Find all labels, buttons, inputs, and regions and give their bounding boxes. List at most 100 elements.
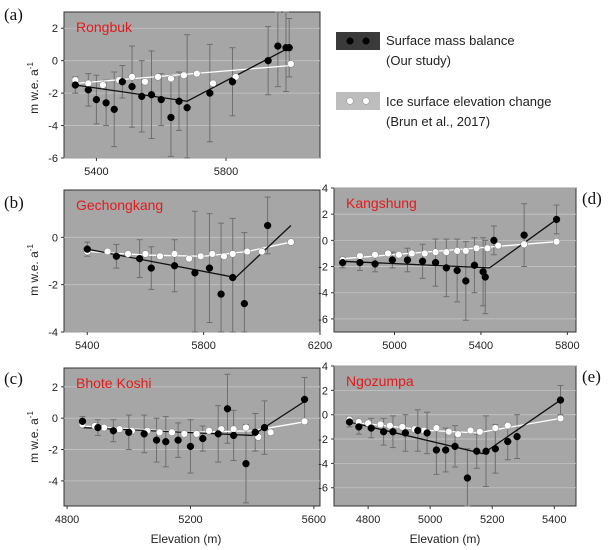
point-mass-balance <box>167 113 175 122</box>
x-tick-label: 5400 <box>542 514 566 526</box>
point-elevation-change <box>556 414 565 422</box>
legend-swatch-smb <box>336 32 380 50</box>
point-mass-balance <box>152 436 161 444</box>
panel-title-a: Rongbuk <box>76 19 133 35</box>
point-mass-balance <box>251 428 259 436</box>
point-mass-balance <box>470 261 479 269</box>
point-mass-balance <box>191 269 199 277</box>
x-axis-label-left: Elevation (m) <box>151 532 222 546</box>
point-elevation-change <box>552 238 561 246</box>
point-mass-balance <box>242 460 250 468</box>
point-mass-balance <box>102 99 110 107</box>
x-tick-label: 6200 <box>308 340 332 352</box>
point-mass-balance <box>345 418 354 426</box>
point-mass-balance <box>118 78 126 86</box>
point-mass-balance <box>264 57 272 65</box>
point-mass-balance <box>389 428 397 436</box>
legend-marker-elev <box>346 97 354 105</box>
x-tick-label: 5400 <box>469 340 493 352</box>
y-tick-label: -4 <box>318 458 328 470</box>
point-mass-balance <box>388 256 396 264</box>
point-elevation-change <box>154 73 162 81</box>
panel-title-b: Gechongkang <box>76 197 163 213</box>
point-mass-balance <box>183 104 191 112</box>
point-elevation-change <box>453 247 461 255</box>
point-mass-balance <box>451 442 459 450</box>
point-elevation-change <box>371 251 379 259</box>
point-elevation-change <box>180 430 188 438</box>
point-elevation-change <box>442 248 451 256</box>
point-elevation-change <box>155 428 164 436</box>
point-mass-balance <box>214 430 222 438</box>
point-elevation-change <box>398 423 406 431</box>
legend-sublabel-elev: (Brun et al., 2017) <box>386 114 490 129</box>
y-tick-label: -4 <box>48 476 58 488</box>
plot-area-b <box>63 189 321 333</box>
legend-label-elev: Ice surface elevation change <box>386 94 552 109</box>
y-tick-label: 2 <box>52 382 58 394</box>
point-mass-balance <box>206 89 214 97</box>
point-mass-balance <box>491 445 499 453</box>
point-elevation-change <box>229 250 237 258</box>
point-mass-balance <box>379 428 388 436</box>
panel-label-c: (c) <box>4 369 23 388</box>
point-mass-balance <box>513 432 521 441</box>
point-mass-balance <box>240 299 249 308</box>
y-tick-label: 0 <box>52 232 58 244</box>
point-elevation-change <box>168 428 176 436</box>
y-tick-label: -2 <box>48 445 58 457</box>
point-mass-balance <box>356 258 364 267</box>
point-mass-balance <box>147 91 156 99</box>
point-mass-balance <box>490 236 498 245</box>
point-elevation-change <box>242 423 250 432</box>
x-axis-label-right: Elevation (m) <box>410 532 481 546</box>
point-mass-balance <box>552 215 561 224</box>
point-elevation-change <box>491 424 499 432</box>
y-tick-label: -2 <box>318 434 328 446</box>
point-mass-balance <box>403 256 412 264</box>
panel-b: -4 -2 0 5400 5800 6200 Gechongkang <box>48 189 332 352</box>
point-mass-balance <box>170 262 179 270</box>
point-mass-balance <box>432 446 441 454</box>
x-tick-label: 5000 <box>418 514 442 526</box>
point-elevation-change <box>170 250 179 258</box>
legend-sublabel-smb: (Our study) <box>386 53 451 68</box>
point-mass-balance <box>442 446 450 454</box>
point-elevation-change <box>115 425 124 433</box>
y-tick-label: 2 <box>322 209 328 221</box>
point-elevation-change <box>454 430 462 438</box>
point-elevation-change <box>205 427 213 435</box>
point-elevation-change <box>258 247 266 256</box>
point-elevation-change <box>192 430 201 438</box>
y-tick-label: -6 <box>48 153 58 165</box>
point-mass-balance <box>423 429 431 437</box>
point-mass-balance <box>482 447 490 455</box>
point-mass-balance <box>481 273 489 281</box>
x-tick-label: 4800 <box>55 514 79 526</box>
point-elevation-change <box>376 420 385 429</box>
y-tick-label: -2 <box>48 88 58 100</box>
point-mass-balance <box>205 264 214 272</box>
point-elevation-change <box>167 74 175 83</box>
panel-d: -6 -4 -2 0 2 4 5000 5400 5800 Kangshung <box>318 183 579 352</box>
plot-area-a <box>63 11 321 159</box>
legend-swatch-elev <box>336 92 380 110</box>
point-mass-balance <box>453 266 461 275</box>
point-elevation-change <box>300 417 309 425</box>
point-elevation-change <box>156 252 164 260</box>
point-elevation-change <box>395 251 403 259</box>
point-mass-balance <box>418 257 427 265</box>
panel-title-d: Kangshung <box>346 195 417 211</box>
point-elevation-change <box>193 69 201 78</box>
point-elevation-change <box>432 424 441 432</box>
point-mass-balance <box>355 423 363 431</box>
point-elevation-change <box>287 60 295 68</box>
point-mass-balance <box>78 417 87 425</box>
point-mass-balance <box>83 245 91 253</box>
point-mass-balance <box>94 423 102 432</box>
point-mass-balance <box>463 474 472 482</box>
point-elevation-change <box>483 244 492 252</box>
fit-line-mass-balance <box>82 398 309 437</box>
point-mass-balance <box>260 423 269 432</box>
